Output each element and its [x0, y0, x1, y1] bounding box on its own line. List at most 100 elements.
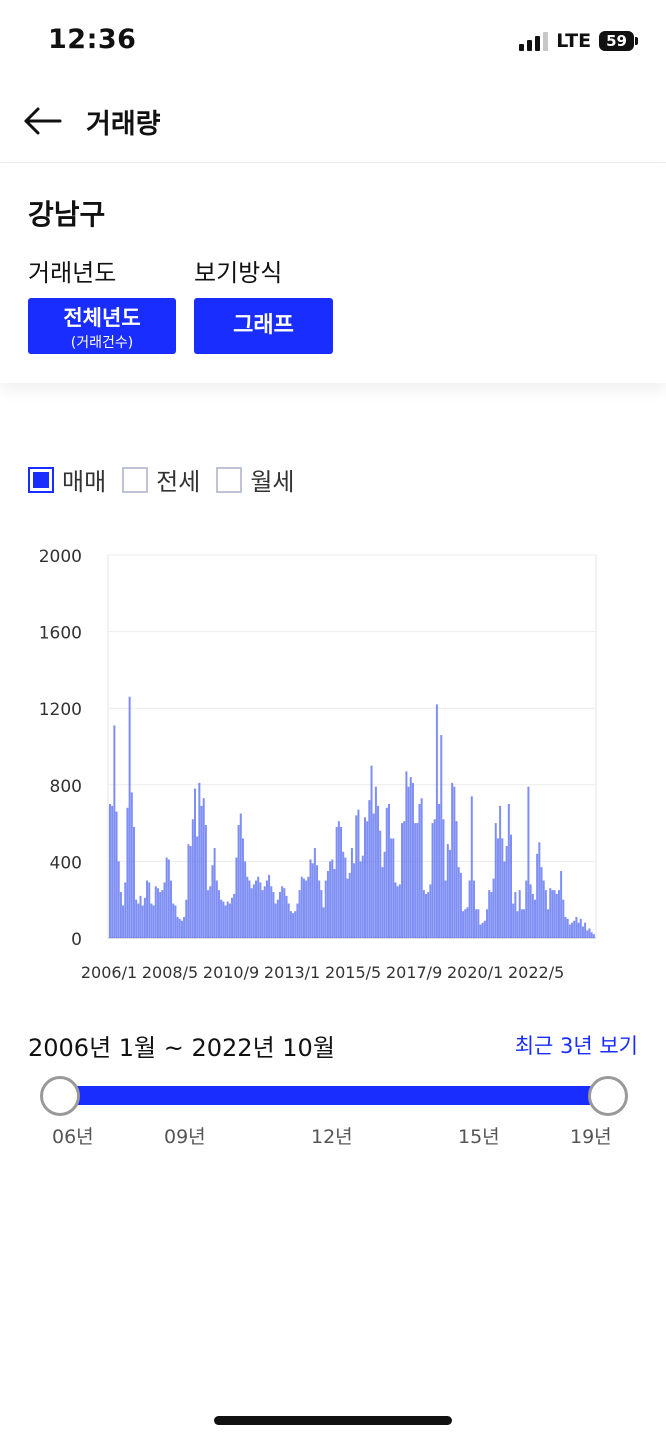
- bar: [470, 796, 473, 938]
- status-bar: 12:36 LTE 59: [0, 0, 666, 80]
- bar: [420, 798, 423, 938]
- bar: [215, 880, 218, 938]
- bar: [579, 918, 582, 938]
- bar: [202, 798, 205, 938]
- bar: [488, 890, 491, 938]
- bar: [363, 817, 366, 938]
- bar: [592, 934, 595, 938]
- bar: [540, 867, 543, 938]
- legend-item-monthly-rent[interactable]: 월세: [216, 462, 295, 497]
- slider-tick: 06년: [52, 1126, 94, 1148]
- bar: [501, 838, 504, 938]
- bar: [257, 876, 260, 938]
- bar: [544, 890, 547, 938]
- bar: [198, 782, 201, 938]
- bar: [292, 913, 295, 938]
- bar: [446, 844, 449, 938]
- bar: [357, 809, 360, 938]
- bar: [189, 846, 192, 938]
- bar: [141, 905, 144, 938]
- bar: [161, 890, 164, 938]
- bar: [483, 920, 486, 938]
- bar: [185, 899, 188, 938]
- bar: [276, 899, 279, 938]
- bar: [444, 880, 447, 938]
- bar: [477, 909, 480, 938]
- bar: [346, 878, 349, 938]
- bar: [307, 876, 310, 938]
- bar: [385, 807, 388, 938]
- status-time: 12:36: [48, 24, 137, 55]
- year-select-button[interactable]: 전체년도 (거래건수): [28, 298, 176, 354]
- bar: [366, 821, 369, 938]
- bar: [361, 855, 364, 938]
- bar: [374, 786, 377, 938]
- bar: [355, 815, 358, 938]
- bar: [289, 911, 292, 938]
- x-tick-label: 2015/5: [325, 963, 381, 982]
- recent-3-years-link[interactable]: 최근 3년 보기: [514, 1034, 638, 1058]
- range-slider-end-handle[interactable]: [588, 1076, 628, 1116]
- network-label: LTE: [556, 30, 592, 52]
- bar: [353, 863, 356, 938]
- checkbox-empty-icon[interactable]: [216, 466, 243, 493]
- y-tick-label: 2000: [39, 547, 82, 567]
- bar: [342, 851, 345, 938]
- bar: [418, 803, 421, 938]
- legend-item-jeonse[interactable]: 전세: [122, 462, 200, 497]
- bar: [392, 838, 395, 938]
- bar: [196, 836, 199, 938]
- x-tick-label: 2017/9: [386, 963, 442, 982]
- status-indicators: LTE 59: [519, 30, 638, 52]
- range-slider-start-handle[interactable]: [40, 1076, 80, 1116]
- back-button[interactable]: [22, 100, 64, 142]
- bar: [581, 926, 584, 938]
- bar: [235, 857, 238, 938]
- bar: [174, 905, 177, 938]
- bar: [512, 903, 515, 938]
- view-mode-label: 보기방식: [194, 259, 283, 287]
- checkbox-checked-icon[interactable]: [28, 466, 54, 493]
- bar: [154, 886, 157, 938]
- bar: [451, 782, 454, 938]
- bar: [481, 922, 484, 938]
- district-name: 강남구: [28, 198, 106, 231]
- bar: [270, 886, 273, 938]
- legend-label: 매매: [62, 468, 107, 496]
- bar: [191, 819, 194, 938]
- bar: [333, 869, 336, 938]
- bar: [335, 826, 338, 938]
- bar: [566, 918, 569, 938]
- bar: [117, 861, 120, 938]
- bar: [536, 853, 539, 938]
- battery-icon: 59: [599, 31, 638, 51]
- bar: [331, 859, 334, 938]
- bar: [159, 892, 162, 938]
- x-tick-label: 2022/5: [508, 963, 564, 982]
- bar: [311, 863, 314, 938]
- checkbox-empty-icon[interactable]: [122, 466, 149, 493]
- y-tick-label: 1200: [39, 700, 82, 720]
- bar: [464, 909, 467, 938]
- bar: [167, 859, 170, 938]
- y-tick-label: 400: [50, 853, 82, 873]
- bar: [379, 830, 382, 938]
- range-slider-track[interactable]: [60, 1086, 608, 1105]
- x-tick-label: 2013/1: [264, 963, 320, 982]
- bar: [350, 847, 353, 938]
- bar: [265, 880, 268, 938]
- bar: [119, 892, 122, 938]
- bar: [113, 725, 116, 938]
- bar: [237, 825, 240, 938]
- bar: [398, 884, 401, 938]
- bar: [492, 878, 495, 938]
- view-mode-button[interactable]: 그래프: [194, 298, 333, 354]
- legend-item-sale[interactable]: 매매: [28, 462, 106, 497]
- bar: [204, 825, 207, 938]
- bar: [466, 907, 469, 938]
- arrow-left-icon: [24, 107, 62, 135]
- bar: [220, 899, 223, 938]
- bar: [584, 922, 587, 938]
- bar: [490, 892, 493, 938]
- bar: [211, 865, 214, 938]
